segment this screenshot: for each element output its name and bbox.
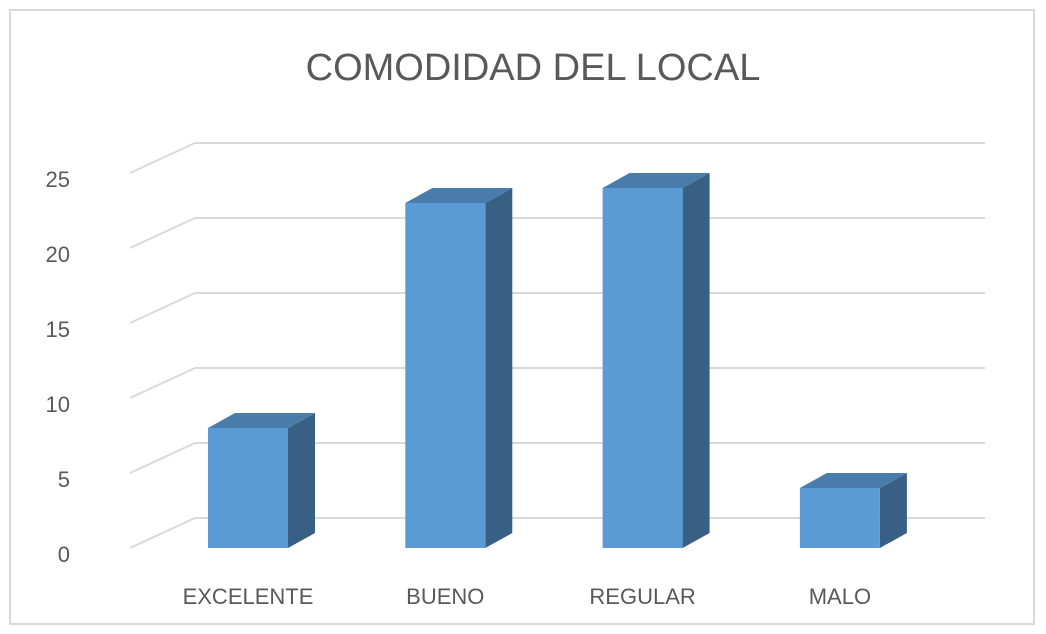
bar-side	[288, 413, 315, 548]
grid-line	[129, 142, 196, 174]
x-tick-label: BUENO	[406, 584, 484, 609]
bar-top	[208, 413, 315, 428]
bar	[602, 188, 683, 548]
bar	[405, 203, 486, 548]
chart-title: COMODIDAD DEL LOCAL	[306, 47, 761, 89]
grid-line	[129, 367, 196, 399]
bar-top	[405, 188, 513, 203]
grid-line	[129, 292, 196, 324]
grid-line	[129, 517, 196, 549]
bar-side	[682, 173, 710, 548]
bar-side	[879, 473, 907, 548]
bar-side	[485, 188, 513, 548]
y-tick-label: 5	[58, 467, 70, 492]
x-tick-label: MALO	[809, 584, 871, 609]
y-tick-label: 20	[46, 242, 70, 267]
grid-line	[129, 442, 196, 474]
bar	[799, 488, 880, 548]
y-tick-label: 10	[46, 392, 70, 417]
grid-line	[129, 217, 196, 249]
y-tick-label: 15	[46, 317, 70, 342]
bar-top	[602, 173, 710, 188]
x-tick-label: REGULAR	[589, 584, 695, 609]
bar	[208, 428, 288, 548]
x-tick-label: EXCELENTE	[183, 584, 314, 609]
y-tick-label: 25	[46, 167, 70, 192]
bar-top	[799, 473, 907, 488]
y-tick-label: 0	[58, 542, 70, 567]
